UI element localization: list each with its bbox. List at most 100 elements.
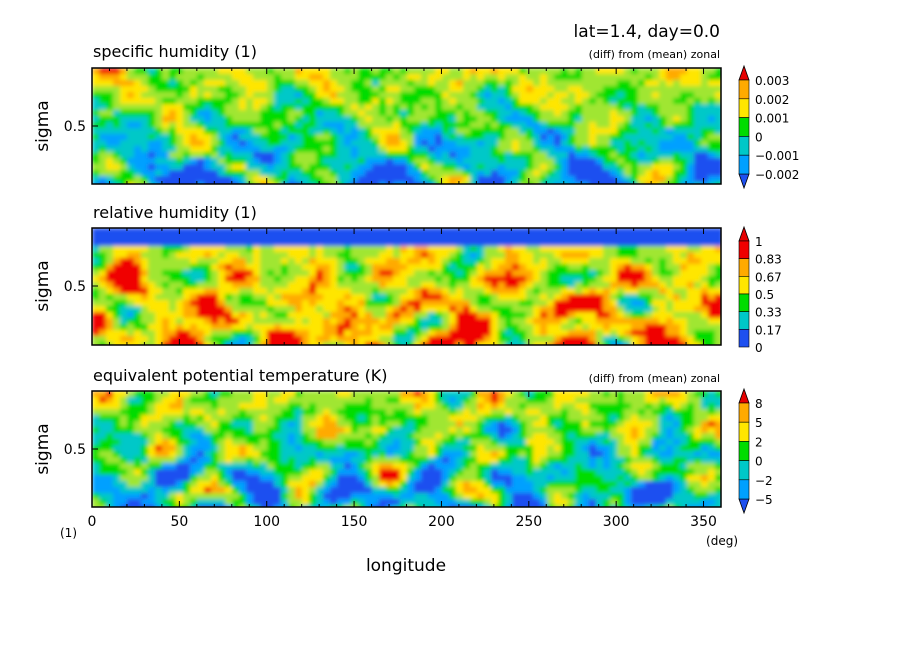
heat-cell: [288, 451, 296, 458]
heat-cell: [365, 451, 373, 458]
heat-cell: [498, 240, 506, 247]
heat-cell: [134, 116, 142, 123]
heat-cell: [421, 342, 429, 345]
heat-cell: [239, 252, 247, 259]
heat-cell: [393, 80, 401, 87]
heat-cell: [687, 324, 695, 331]
heat-cell: [183, 427, 191, 434]
heat-cell: [183, 306, 191, 313]
heat-cell: [183, 433, 191, 440]
heat-cell: [505, 427, 513, 434]
heat-cell: [638, 439, 646, 446]
heat-cell: [435, 445, 443, 452]
heat-cell: [190, 403, 198, 410]
heat-cell: [141, 176, 149, 183]
heat-cell: [694, 92, 702, 99]
heat-cell: [708, 342, 716, 345]
heat-cell: [526, 282, 534, 289]
heat-cell: [141, 324, 149, 331]
heat-cell: [127, 282, 135, 289]
heat-cell: [218, 98, 226, 105]
heat-cell: [701, 439, 709, 446]
heat-cell: [99, 469, 107, 476]
heat-cell: [155, 421, 163, 428]
heat-cell: [505, 164, 513, 171]
heat-cell: [106, 80, 114, 87]
heat-cell: [554, 252, 562, 259]
heat-cell: [470, 98, 478, 105]
heat-cell: [106, 110, 114, 117]
heat-cell: [134, 276, 142, 283]
heat-cell: [302, 258, 310, 265]
heat-cell: [295, 80, 303, 87]
heat-cell: [190, 336, 198, 343]
heat-cell: [246, 182, 254, 184]
heat-cell: [414, 457, 422, 464]
heat-cell: [498, 182, 506, 184]
heat-cell: [659, 276, 667, 283]
heat-cell: [267, 146, 275, 153]
heat-cell: [106, 122, 114, 129]
heat-cell: [442, 176, 450, 183]
heat-cell: [694, 170, 702, 177]
heat-cell: [288, 439, 296, 446]
heat-cell: [694, 80, 702, 87]
heat-cell: [337, 246, 345, 253]
heat-cell: [596, 228, 604, 235]
heat-cell: [176, 445, 184, 452]
heat-cell: [547, 415, 555, 422]
heat-cell: [400, 228, 408, 235]
heat-cell: [477, 409, 485, 416]
heat-cell: [617, 74, 625, 81]
heat-cell: [372, 415, 380, 422]
heat-cell: [183, 164, 191, 171]
heat-cell: [99, 264, 107, 271]
heat-cell: [449, 146, 457, 153]
heat-cell: [596, 252, 604, 259]
heat-cell: [155, 170, 163, 177]
heat-cell: [281, 451, 289, 458]
colorbar-label: 0.67: [755, 270, 782, 284]
heat-cell: [540, 342, 548, 345]
heat-cell: [428, 409, 436, 416]
heat-cell: [414, 252, 422, 259]
heat-cell: [309, 342, 317, 345]
heat-cell: [225, 182, 233, 184]
heat-cell: [491, 342, 499, 345]
heat-cell: [358, 294, 366, 301]
heat-cell: [358, 312, 366, 319]
heat-cell: [603, 270, 611, 277]
heat-cell: [554, 415, 562, 422]
colorbar-band: [738, 136, 750, 156]
heat-cell: [708, 158, 716, 165]
heat-cell: [673, 86, 681, 93]
heat-cell: [232, 68, 240, 75]
heat-cell: [456, 122, 464, 129]
heat-cell: [701, 397, 709, 404]
heat-cell: [302, 451, 310, 458]
heat-cell: [561, 397, 569, 404]
heat-cell: [120, 92, 128, 99]
heat-cell: [638, 409, 646, 416]
heat-cell: [421, 104, 429, 111]
heat-cell: [589, 92, 597, 99]
heat-cell: [246, 146, 254, 153]
heat-cell: [281, 409, 289, 416]
heat-cell: [330, 182, 338, 184]
heat-cell: [666, 300, 674, 307]
heat-cell: [155, 276, 163, 283]
heat-cell: [442, 228, 450, 235]
heat-cell: [715, 164, 721, 171]
heat-cell: [302, 457, 310, 464]
heat-cell: [162, 469, 170, 476]
heat-cell: [624, 403, 632, 410]
heat-cell: [477, 240, 485, 247]
heat-cell: [638, 433, 646, 440]
heat-cell: [190, 409, 198, 416]
heat-cell: [134, 336, 142, 343]
heat-cell: [295, 457, 303, 464]
heat-cell: [106, 252, 114, 259]
heat-cell: [435, 176, 443, 183]
heat-cell: [456, 300, 464, 307]
heat-cell: [197, 122, 205, 129]
